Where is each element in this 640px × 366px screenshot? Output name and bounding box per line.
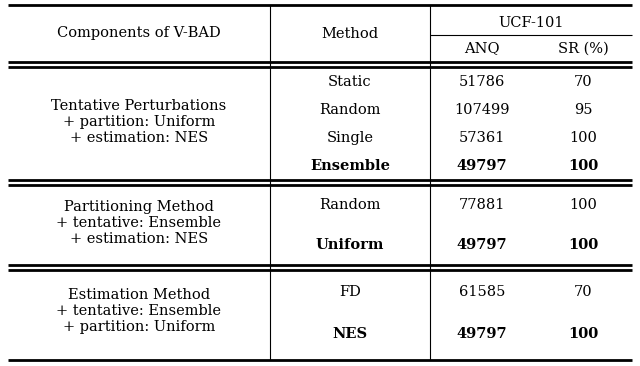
Text: 49797: 49797 [457, 159, 508, 173]
Text: 51786: 51786 [459, 75, 505, 89]
Text: SR (%): SR (%) [557, 41, 609, 56]
Text: Uniform: Uniform [316, 238, 384, 252]
Text: Method: Method [321, 26, 379, 41]
Text: UCF-101: UCF-101 [499, 16, 564, 30]
Text: Estimation Method
+ tentative: Ensemble
+ partition: Uniform: Estimation Method + tentative: Ensemble … [56, 288, 221, 334]
Text: Ensemble: Ensemble [310, 159, 390, 173]
Text: Random: Random [319, 103, 381, 117]
Text: 77881: 77881 [459, 198, 505, 212]
Text: Static: Static [328, 75, 372, 89]
Text: Random: Random [319, 198, 381, 212]
Text: 61585: 61585 [459, 284, 505, 299]
Text: 49797: 49797 [457, 328, 508, 341]
Text: NES: NES [332, 328, 367, 341]
Text: 100: 100 [568, 159, 598, 173]
Text: Single: Single [326, 131, 374, 145]
Text: Tentative Perturbations
+ partition: Uniform
+ estimation: NES: Tentative Perturbations + partition: Uni… [51, 99, 227, 145]
Text: Partitioning Method
+ tentative: Ensemble
+ estimation: NES: Partitioning Method + tentative: Ensembl… [56, 200, 221, 246]
Text: FD: FD [339, 284, 361, 299]
Text: 100: 100 [568, 328, 598, 341]
Text: 107499: 107499 [454, 103, 509, 117]
Text: 100: 100 [569, 131, 597, 145]
Text: 70: 70 [573, 284, 592, 299]
Text: Components of V-BAD: Components of V-BAD [57, 26, 221, 41]
Text: ANQ: ANQ [464, 41, 500, 56]
Text: 70: 70 [573, 75, 592, 89]
Text: 100: 100 [569, 198, 597, 212]
Text: 57361: 57361 [459, 131, 505, 145]
Text: 49797: 49797 [457, 238, 508, 252]
Text: 95: 95 [573, 103, 592, 117]
Text: 100: 100 [568, 238, 598, 252]
